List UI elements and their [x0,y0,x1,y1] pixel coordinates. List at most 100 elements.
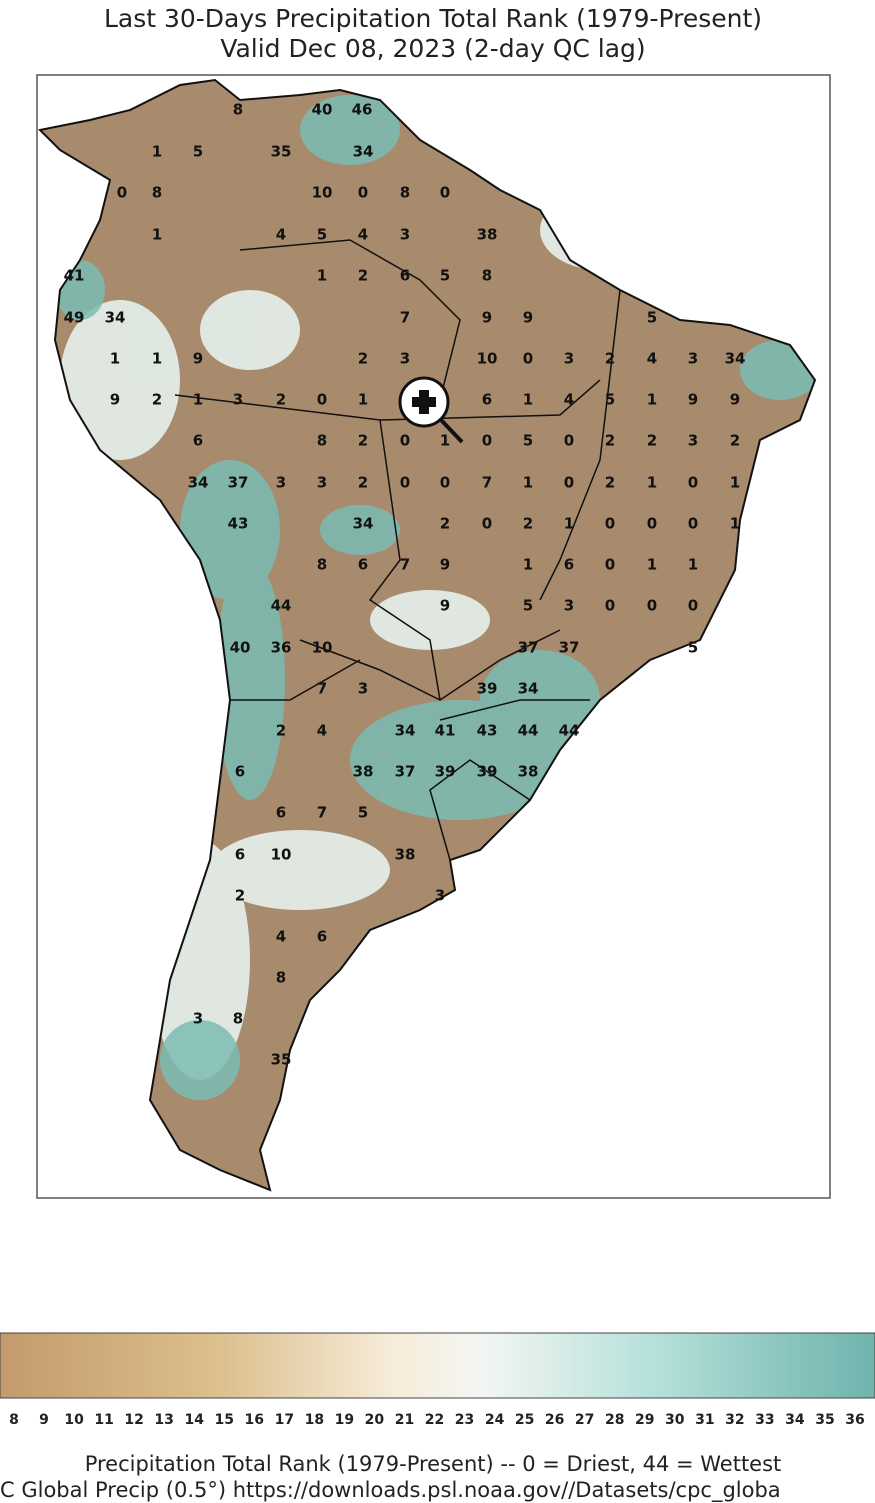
colorbar-tick-label: 36 [845,1412,864,1428]
colorbar-tick-label: 24 [485,1412,505,1428]
rank-label: 3 [564,350,574,368]
rank-label: 0 [400,474,410,492]
colorbar-tick-label: 18 [305,1412,324,1428]
rank-label: 9 [688,391,698,409]
colorbar-tick-label: 29 [635,1412,654,1428]
rank-label: 9 [730,391,740,409]
colorbar-tick-label: 21 [395,1412,414,1428]
rank-label: 3 [317,474,327,492]
rank-label: 0 [564,474,574,492]
rank-label: 8 [400,184,410,202]
title: Last 30-Days Precipitation Total Rank (1… [104,4,762,33]
colorbar-tick-label: 16 [245,1412,264,1428]
colorbar [0,1332,875,1399]
rank-label: 0 [564,432,574,450]
rank-label: 10 [477,350,498,368]
rank-label: 10 [312,639,333,657]
colorbar-tick-label: 35 [815,1412,834,1428]
rank-label: 0 [688,515,698,533]
rank-label: 34 [725,350,746,368]
rank-label: 2 [605,432,615,450]
rank-label: 1 [152,350,162,368]
rank-label: 5 [358,804,368,822]
rank-label: 2 [358,350,368,368]
rank-label: 7 [482,474,492,492]
colorbar-tick-label: 25 [515,1412,534,1428]
rank-label: 0 [688,474,698,492]
rank-label: 3 [233,391,243,409]
colorbar-ticks: 8 9 10 11 12 13 14 15 16 17 18 19 20 21 22 23 24 25 26 27 28… [9,1412,865,1428]
rank-label: 4 [564,391,574,409]
rank-label: 3 [564,597,574,615]
colorbar-tick-label: 28 [605,1412,624,1428]
rank-label: 9 [110,391,120,409]
rank-label: 6 [358,556,368,574]
rank-label: 4 [276,226,286,244]
rank-label: 1 [647,474,657,492]
rank-label: 5 [193,143,203,161]
rank-label: 0 [440,474,450,492]
rank-label: 8 [276,969,286,987]
rank-label: 0 [523,350,533,368]
rank-label: 4 [276,928,286,946]
colorbar-tick-label: 27 [575,1412,594,1428]
rank-label: 0 [482,432,492,450]
rank-label: 43 [477,722,498,740]
rank-label: 37 [228,474,249,492]
colorbar-tick-label: 30 [665,1412,685,1428]
rank-label: 2 [605,350,615,368]
rank-label: 3 [435,887,445,905]
rank-label: 1 [358,391,368,409]
colorbar-tick-label: 13 [154,1412,173,1428]
colorbar-tick-label: 14 [184,1412,204,1428]
rank-label: 5 [605,391,615,409]
rank-label: 7 [317,804,327,822]
rank-label: 1 [110,350,120,368]
rank-label: 34 [353,515,374,533]
rank-label: 0 [688,597,698,615]
rank-label: 39 [477,763,498,781]
rank-label: 34 [395,722,416,740]
rank-label: 44 [559,722,580,740]
rank-label: 1 [564,515,574,533]
rank-label: 0 [117,184,127,202]
colorbar-tick-label: 10 [64,1412,84,1428]
rank-label: 1 [152,226,162,244]
rank-label: 34 [353,143,374,161]
rank-label: 3 [193,1010,203,1028]
rank-label: 8 [233,1010,243,1028]
rank-label: 3 [400,350,410,368]
rank-label: 1 [523,474,533,492]
rank-label: 0 [400,432,410,450]
rank-label: 9 [193,350,203,368]
rank-label: 34 [188,474,209,492]
rank-label: 4 [358,226,368,244]
rank-label: 38 [518,763,539,781]
rank-label: 1 [688,556,698,574]
rank-label: 1 [152,143,162,161]
rank-label: 46 [352,101,373,119]
rank-label: 0 [647,515,657,533]
rank-label: 3 [400,226,410,244]
subtitle: Valid Dec 08, 2023 (2-day QC lag) [220,34,645,63]
rank-label: 2 [440,515,450,533]
rank-label: 0 [605,515,615,533]
rank-label: 49 [64,309,85,327]
borders [174,239,621,861]
rank-label: 1 [730,515,740,533]
rank-label: 6 [276,804,286,822]
colorbar-tick-label: 22 [425,1412,444,1428]
colorbar-tick-label: 23 [455,1412,474,1428]
rank-label: 0 [605,556,615,574]
rank-label: 0 [647,597,657,615]
rank-label: 36 [271,639,292,657]
rank-label: 10 [312,184,333,202]
rank-label: 43 [228,515,249,533]
rank-label: 2 [276,391,286,409]
colorbar-tick-label: 11 [94,1412,113,1428]
rank-label: 40 [230,639,251,657]
cursor-icon [398,376,464,444]
rank-label: 2 [647,432,657,450]
